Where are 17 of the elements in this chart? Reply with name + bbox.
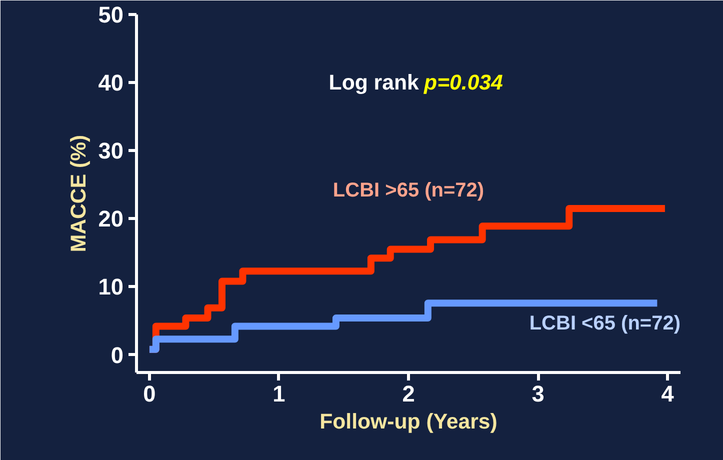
y-tick-label: 50 <box>98 2 124 28</box>
y-tick-label: 10 <box>98 274 124 300</box>
series-label: LCBI >65 (n=72) <box>332 180 484 202</box>
y-tick-label: 0 <box>110 342 124 368</box>
x-tick-label: 2 <box>402 380 415 406</box>
y-axis-title: MACCE (%) <box>66 134 90 252</box>
series-label: LCBI <65 (n=72) <box>529 312 681 334</box>
x-axis-title: Follow-up (Years) <box>320 410 498 434</box>
x-tick-label: 0 <box>143 380 156 406</box>
annotation: p=0.034 <box>423 70 504 95</box>
annotation: Log rank <box>328 70 419 95</box>
y-tick-label: 30 <box>98 138 124 164</box>
x-tick-label: 4 <box>661 380 674 406</box>
x-tick-label: 3 <box>532 380 544 406</box>
x-tick-label: 1 <box>272 380 286 406</box>
y-tick-label: 40 <box>98 70 124 96</box>
y-tick-label: 20 <box>98 206 124 232</box>
